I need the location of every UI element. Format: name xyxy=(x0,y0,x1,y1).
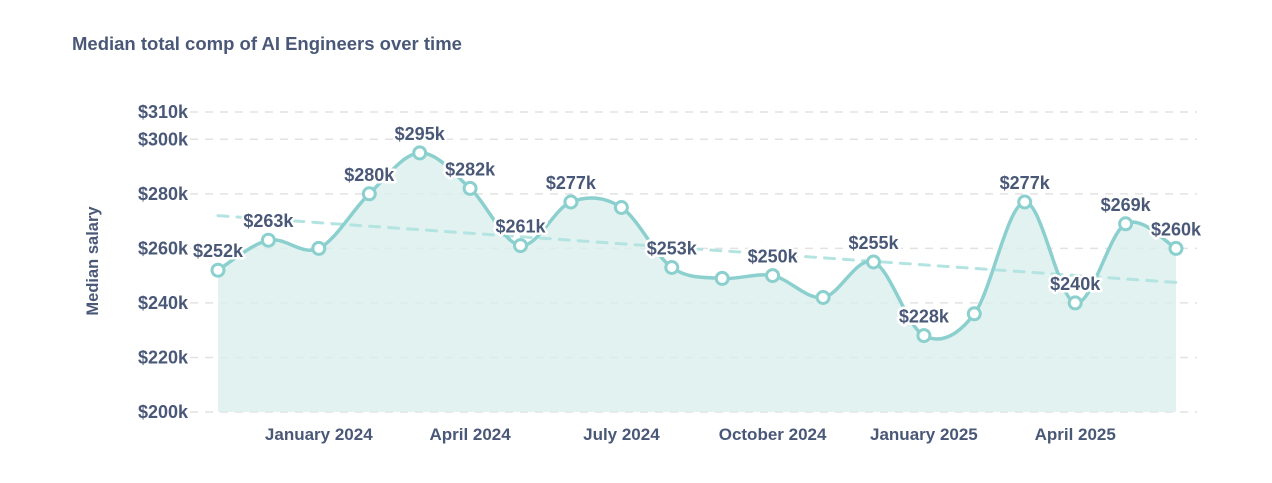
point-value-label: $277k xyxy=(546,173,597,193)
y-tick-label: $260k xyxy=(138,238,189,258)
data-point-marker[interactable] xyxy=(916,328,932,344)
y-tick-label: $200k xyxy=(138,402,189,422)
x-tick-label: April 2025 xyxy=(1035,425,1116,444)
y-axis-title: Median salary xyxy=(84,206,102,316)
point-labels-group: $252k $263k $280k $295k $282k $261k $277k $253k… xyxy=(190,121,1204,329)
data-point-marker[interactable] xyxy=(260,232,276,248)
data-point-marker[interactable] xyxy=(462,180,478,196)
y-tick-label: $300k xyxy=(138,129,189,149)
data-point-marker[interactable] xyxy=(210,262,226,278)
point-value-label: $255k xyxy=(848,233,899,253)
point-value-label: $263k xyxy=(243,211,294,231)
data-point-marker[interactable] xyxy=(866,254,881,270)
y-tick-label: $310k xyxy=(138,102,189,122)
x-tick-label: October 2024 xyxy=(719,425,827,444)
data-point-marker[interactable] xyxy=(361,186,377,202)
point-value-label: $253k xyxy=(647,239,698,259)
point-value-label: $240k xyxy=(1050,274,1101,294)
data-point-marker[interactable] xyxy=(311,240,327,256)
chart-title: Median total comp of AI Engineers over t… xyxy=(72,33,462,54)
data-point-marker[interactable] xyxy=(412,145,428,161)
point-value-label: $269k xyxy=(1101,195,1152,215)
point-value-label: $282k xyxy=(445,159,496,179)
x-tick-label: April 2024 xyxy=(429,425,511,444)
data-point-marker[interactable] xyxy=(966,306,982,322)
data-point-marker[interactable] xyxy=(765,268,781,284)
data-point-markers-group xyxy=(210,145,1184,344)
point-value-label: $228k xyxy=(899,307,950,327)
data-point-marker[interactable] xyxy=(1118,216,1134,232)
x-tick-label: July 2024 xyxy=(583,425,660,444)
data-point-marker[interactable] xyxy=(613,200,629,215)
y-axis-tick-labels: $310k $300k $280k $260k $240k $220k $200k xyxy=(138,102,189,422)
point-value-label: $280k xyxy=(344,165,395,185)
point-value-label: $261k xyxy=(495,217,546,237)
point-value-label: $295k xyxy=(395,124,446,144)
y-tick-label: $220k xyxy=(138,347,189,367)
point-value-label: $250k xyxy=(748,247,799,267)
data-point-marker[interactable] xyxy=(664,260,680,275)
x-axis-tick-labels: January 2024 April 2024 July 2024 October 2… xyxy=(265,425,1116,444)
point-value-label: $260k xyxy=(1151,219,1202,239)
point-value-label: $252k xyxy=(193,241,244,261)
data-point-marker[interactable] xyxy=(1067,295,1083,311)
area-fill xyxy=(218,152,1176,412)
y-tick-label: $240k xyxy=(138,293,189,313)
data-point-marker[interactable] xyxy=(513,238,528,254)
data-point-marker[interactable] xyxy=(815,290,831,305)
data-point-marker[interactable] xyxy=(714,270,730,286)
data-point-marker[interactable] xyxy=(1017,194,1033,210)
x-tick-label: January 2024 xyxy=(265,425,373,444)
trendline-group xyxy=(216,214,1178,284)
trendline xyxy=(216,214,1178,284)
data-point-marker[interactable] xyxy=(563,194,579,210)
area-fill-group xyxy=(218,152,1176,412)
y-tick-label: $280k xyxy=(138,184,189,204)
point-value-label: $277k xyxy=(1000,173,1051,193)
x-tick-label: January 2025 xyxy=(870,425,978,444)
data-point-marker[interactable] xyxy=(1168,240,1184,256)
